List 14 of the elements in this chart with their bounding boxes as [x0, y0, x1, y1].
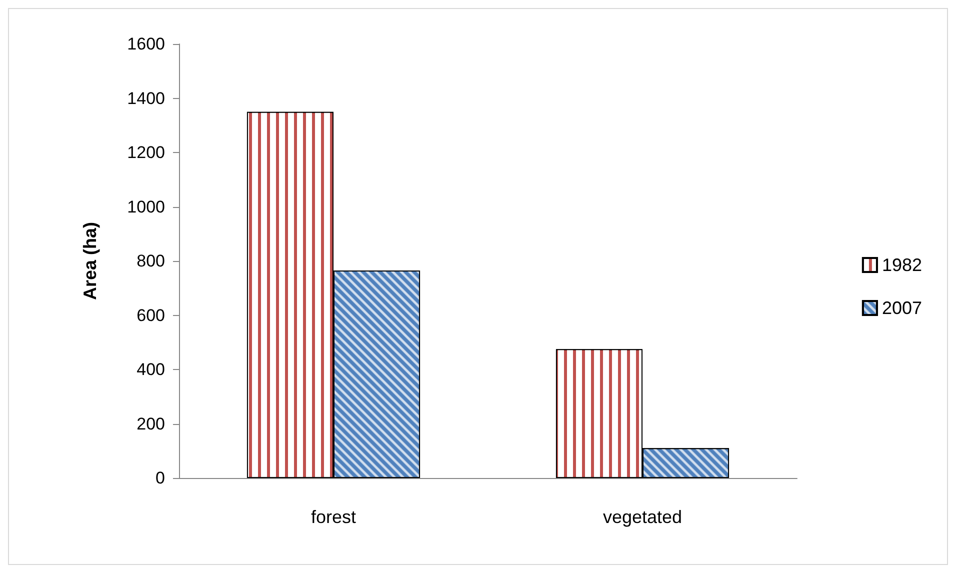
y-tick-label: 800	[136, 252, 165, 270]
x-tick-label: vegetated	[602, 507, 682, 527]
legend-label: 1982	[882, 255, 922, 275]
y-tick-label: 400	[136, 360, 165, 379]
y-axis-title: Area (ha)	[80, 222, 100, 300]
y-tick-label: 1000	[127, 197, 165, 216]
y-tick-label: 1400	[127, 88, 165, 108]
legend-label: 2007	[882, 298, 922, 318]
y-tick-label: 0	[156, 468, 165, 488]
y-tick-label: 200	[136, 414, 165, 434]
x-tick-label: forest	[310, 507, 356, 527]
y-tick-label: 600	[136, 306, 165, 325]
y-tick-label: 1200	[127, 143, 165, 162]
y-tick-label: 1600	[127, 34, 165, 54]
